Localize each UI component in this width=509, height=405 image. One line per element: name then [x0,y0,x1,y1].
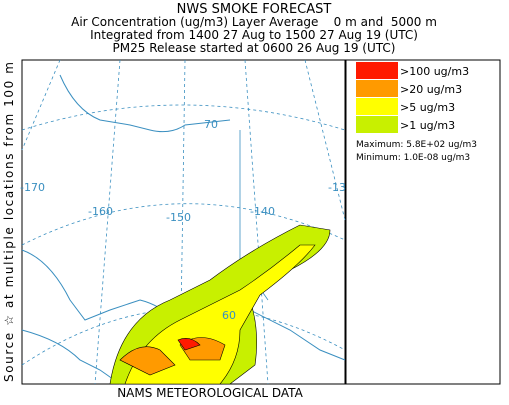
map-label: 70 [204,118,218,131]
side-label: Source ☆ at multiple locations from 100 … [2,62,16,382]
legend-min: Minimum: 1.0E-08 ug/m3 [356,153,470,163]
subtitle: Air Concentration (ug/m3) Layer Average … [71,15,437,29]
legend-label: >1 ug/m3 [400,119,455,132]
legend-label: >100 ug/m3 [400,65,469,78]
smoke-5 [124,244,316,385]
map-label: 60 [222,309,236,322]
map-label: -150 [166,211,191,224]
smoke-100 [177,338,201,351]
legend-swatch [356,98,398,115]
legend-label: >5 ug/m3 [400,101,455,114]
legend-max: Maximum: 5.8E+02 ug/m3 [356,140,477,150]
legend-label: >20 ug/m3 [400,83,462,96]
map-label: -140 [250,205,275,218]
subtitle: PM25 Release started at 0600 26 Aug 19 (… [113,41,396,55]
legend-swatch [356,62,398,79]
legend-swatch [356,116,398,133]
map: -170 -160 -150 -140 -130 70 60 [20,59,353,385]
map-label: -170 [20,181,45,194]
legend-swatch [356,80,398,97]
legend: >100 ug/m3 >20 ug/m3 >5 ug/m3 >1 ug/m3 [356,62,469,133]
footer: NAMS METEOROLOGICAL DATA [117,386,303,400]
subtitle: Integrated from 1400 27 Aug to 1500 27 A… [90,28,418,42]
title: NWS SMOKE FORECAST [177,2,332,17]
map-label: -160 [88,205,113,218]
